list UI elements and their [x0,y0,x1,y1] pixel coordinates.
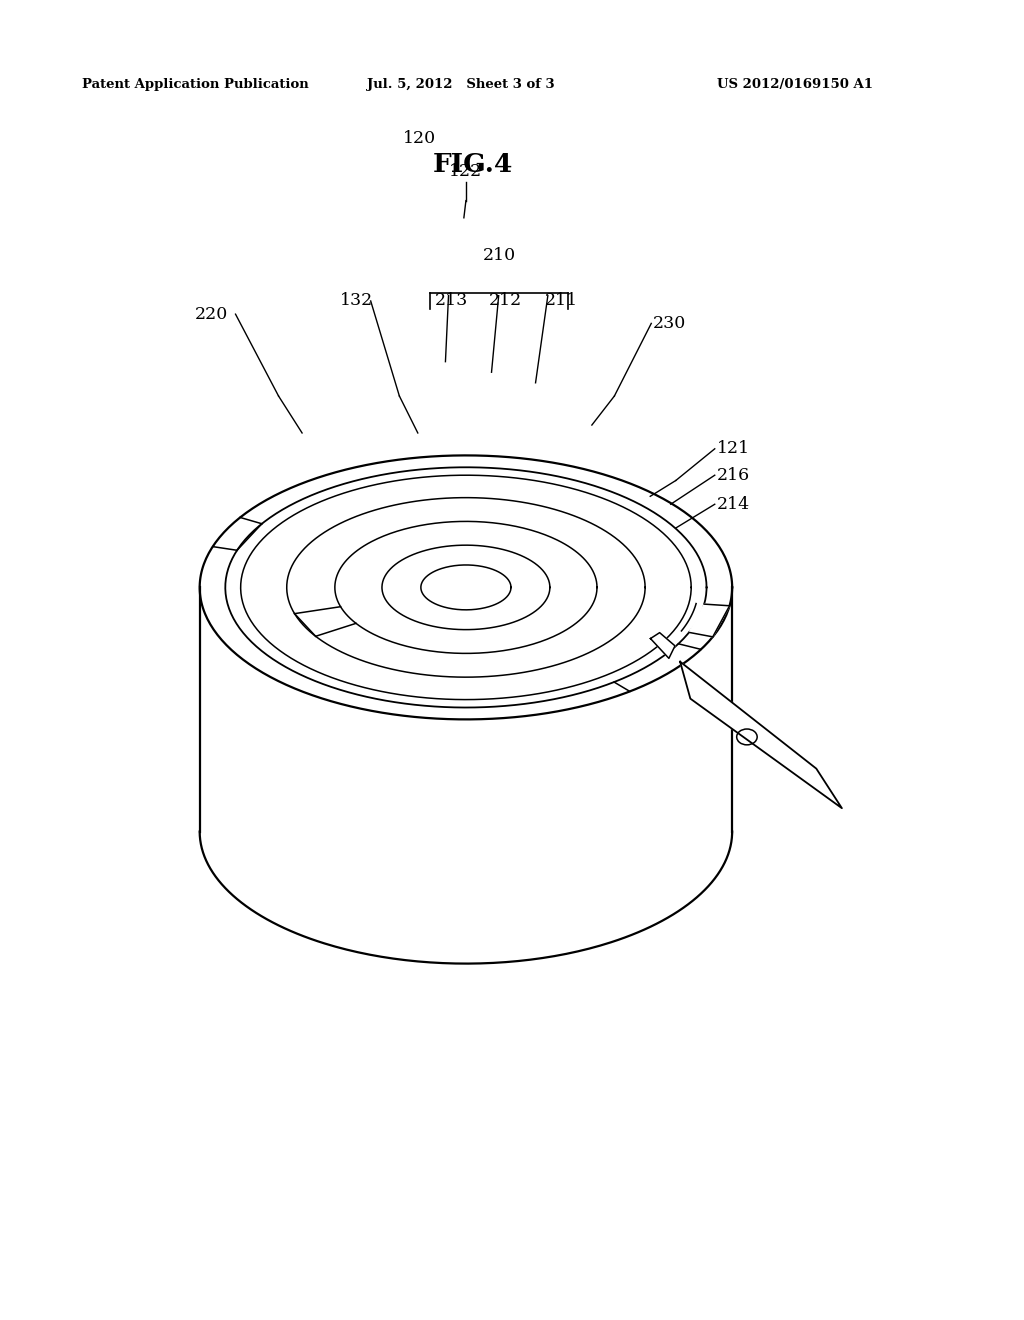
Text: 132: 132 [340,293,373,309]
Polygon shape [650,632,675,659]
Text: 212: 212 [489,293,522,309]
Text: FIG.4: FIG.4 [433,153,513,177]
Text: 120: 120 [403,131,436,147]
Text: 210: 210 [482,247,516,264]
Text: 220: 220 [195,306,227,322]
Text: 122: 122 [450,164,482,180]
Polygon shape [680,661,842,808]
Polygon shape [689,605,729,636]
Text: Patent Application Publication: Patent Application Publication [82,78,308,91]
Text: 211: 211 [545,293,578,309]
Text: 216: 216 [717,467,750,483]
Text: 214: 214 [717,496,750,512]
Text: 230: 230 [653,315,686,331]
Text: Jul. 5, 2012   Sheet 3 of 3: Jul. 5, 2012 Sheet 3 of 3 [367,78,554,91]
Text: 213: 213 [435,293,468,309]
Text: 121: 121 [717,441,750,457]
Text: US 2012/0169150 A1: US 2012/0169150 A1 [717,78,872,91]
